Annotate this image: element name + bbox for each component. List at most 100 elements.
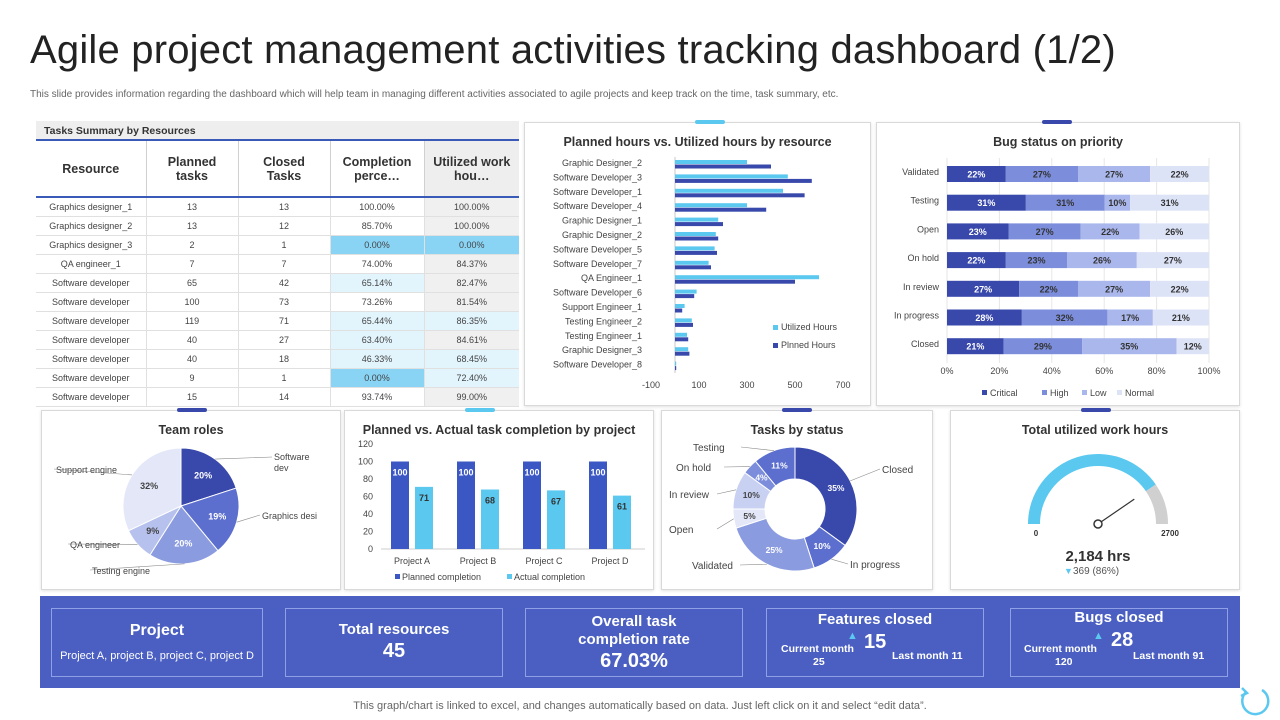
table-cell: 46.33%	[330, 349, 425, 369]
bug-status-title: Bug status on priority	[993, 135, 1123, 149]
slice-value-label: 10%	[743, 490, 760, 500]
kpi-completion-title: Overall task completion rate	[578, 613, 690, 648]
kpi-band: Project Project A, project B, project C,…	[40, 596, 1240, 688]
slice-category-label: Support engine	[56, 465, 117, 475]
legend-swatch	[773, 343, 778, 348]
hours-bar	[675, 260, 709, 265]
table-row[interactable]: Software developer 9 1 0.00% 72.40%	[36, 368, 519, 388]
table-cell: 100.00%	[330, 197, 425, 217]
col-planned[interactable]: Planned tasks	[146, 141, 239, 198]
project-bar	[613, 495, 631, 549]
y-tick-label: 20	[363, 527, 373, 537]
team-roles-title: Team roles	[158, 423, 224, 437]
tasks-summary-table: Tasks Summary by Resources Resource Plan…	[36, 121, 519, 408]
table-row[interactable]: Software developer 40 27 63.40% 84.61%	[36, 330, 519, 350]
table-row[interactable]: Software developer 15 14 93.74% 99.00%	[36, 387, 519, 407]
pie-slice	[149, 505, 219, 565]
bug-segment	[1005, 252, 1068, 269]
segment-label: 27%	[1164, 256, 1182, 266]
col-closed[interactable]: Closed Tasks	[238, 141, 331, 198]
segment-label: 27%	[1036, 227, 1054, 237]
legend-label: High	[1050, 388, 1069, 398]
category-label: Open	[917, 224, 939, 234]
kpi-features-current-value: 25	[813, 656, 825, 668]
slice-value-label: 4%	[755, 473, 768, 483]
table-cell: Software developer	[36, 273, 147, 293]
hours-bar	[675, 174, 788, 179]
kpi-features: Features closed ▲ 15 Current month 25 La…	[766, 608, 984, 677]
bug-segment	[1080, 223, 1140, 240]
table-row[interactable]: Software developer 40 18 46.33% 68.45%	[36, 349, 519, 369]
legend-label: Low	[1090, 388, 1107, 398]
col-completion[interactable]: Completion perce…	[330, 141, 425, 198]
project-bar	[391, 461, 409, 549]
bugs-up-arrow-icon: ▲	[1093, 630, 1104, 642]
hours-bar	[675, 217, 719, 222]
segment-label: 10%	[1108, 198, 1126, 208]
table-cell: 18	[238, 349, 331, 369]
table-cell: 68.45%	[424, 349, 519, 369]
table-row[interactable]: Software developer 119 71 65.44% 86.35%	[36, 311, 519, 331]
kpi-features-last: Last month 11	[892, 650, 963, 662]
y-tick-label: 120	[358, 439, 373, 449]
kpi-resources-title: Total resources	[338, 621, 450, 638]
hours-bar	[675, 366, 677, 371]
slice-value-label: 9%	[146, 526, 159, 536]
table-cell: 13	[146, 197, 239, 217]
segment-label: 22%	[1101, 227, 1119, 237]
leader-line	[831, 558, 849, 565]
completion-panel: Planned vs. Actual task completion by pr…	[344, 408, 654, 590]
kpi-resources: Total resources 45	[285, 608, 503, 677]
table-row[interactable]: Graphics designer_3 2 1 0.00% 0.00%	[36, 235, 519, 255]
segment-label: 28%	[975, 313, 993, 323]
table-cell: QA engineer_1	[36, 254, 147, 274]
category-label: Closed	[911, 339, 939, 349]
bug-segment	[947, 166, 1006, 182]
x-tick-label: 60%	[1095, 366, 1113, 376]
table-cell: 1	[238, 368, 331, 388]
legend-label: Normal	[1125, 388, 1154, 398]
table-row[interactable]: Graphics designer_2 13 12 85.70% 100.00%	[36, 216, 519, 236]
donut-slice	[754, 446, 796, 487]
table-row[interactable]: Software developer 100 73 73.26% 81.54%	[36, 292, 519, 312]
bug-segment	[1104, 194, 1131, 211]
tasks-status-title: Tasks by status	[750, 423, 844, 437]
table-row[interactable]: Software developer 65 42 65.14% 82.47%	[36, 273, 519, 293]
bar-value-label: 68	[485, 496, 495, 506]
kpi-bugs: Bugs closed ▲ 28 Current month 120 Last …	[1010, 608, 1228, 677]
x-tick-label: -100	[642, 380, 660, 390]
refresh-icon[interactable]	[1236, 684, 1276, 720]
planned-utilized-chart: Graphic Designer_2 Software Developer_3 So…	[553, 157, 851, 390]
table-cell: 0.00%	[330, 368, 425, 388]
table-cell: Software developer	[36, 387, 147, 407]
x-tick-label: 80%	[1148, 366, 1166, 376]
table-cell: Graphics designer_2	[36, 216, 147, 236]
leader-line	[716, 489, 737, 495]
slice-value-label: 10%	[814, 541, 831, 551]
slice-value-label: 20%	[194, 471, 212, 481]
footer-note: This graph/chart is linked to excel, and…	[353, 700, 927, 712]
table-cell: 65	[146, 273, 239, 293]
y-tick-label: 100	[358, 457, 373, 467]
segment-label: 23%	[969, 227, 987, 237]
col-utilized[interactable]: Utilized work hou…	[424, 141, 519, 198]
bug-segment	[1150, 280, 1209, 297]
category-label: Graphic Designer_3	[562, 345, 642, 355]
table-row[interactable]: QA engineer_1 7 7 74.00% 84.37%	[36, 254, 519, 274]
legend-swatch	[395, 574, 400, 579]
category-label: Project C	[525, 556, 563, 566]
bar-value-label: 100	[458, 468, 473, 478]
table-cell: 100	[146, 292, 239, 312]
table-cell: 9	[146, 368, 239, 388]
col-resource[interactable]: Resource	[36, 141, 147, 198]
hours-bar	[675, 322, 693, 327]
segment-label: 12%	[1184, 342, 1202, 352]
bug-segment	[1025, 194, 1105, 211]
hours-bar	[675, 279, 795, 284]
table-row[interactable]: Graphics designer_1 13 13 100.00% 100.00%	[36, 197, 519, 217]
hours-bar	[675, 246, 715, 251]
bug-segment	[1021, 309, 1108, 326]
segment-label: 22%	[1040, 284, 1058, 294]
table-cell: 84.61%	[424, 330, 519, 350]
category-label: Software Developer_5	[553, 244, 642, 254]
